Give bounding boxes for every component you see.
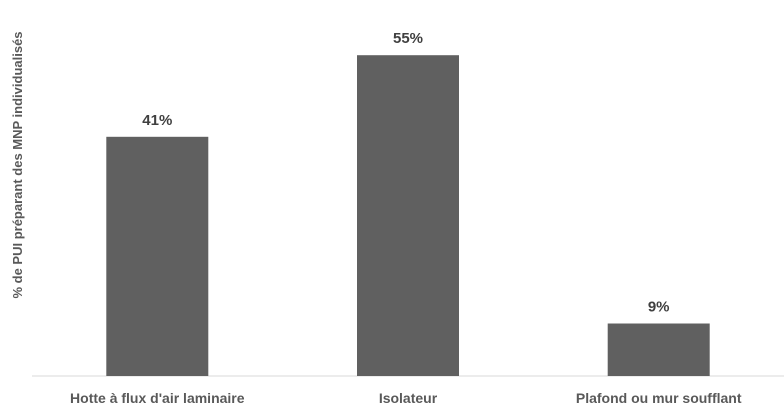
bars-group: [106, 55, 710, 376]
data-label-1: 41%: [142, 112, 172, 129]
data-label-2: 55%: [393, 30, 423, 47]
x-tick-label-3: Plafond ou mur soufflant: [576, 390, 742, 406]
data-labels-group: 41% 55% 9%: [142, 30, 669, 315]
bar-3: [607, 323, 710, 376]
x-tick-label-1: Hotte à flux d'air laminaire: [70, 390, 245, 406]
x-tick-labels-group: Hotte à flux d'air laminaire Isolateur Pla…: [70, 390, 742, 406]
data-label-3: 9%: [648, 299, 670, 316]
x-tick-label-2: Isolateur: [379, 390, 438, 406]
bar-1: [106, 136, 209, 376]
bar-2: [357, 55, 459, 376]
y-axis-title: % de PUI préparant des MNP individualisé…: [10, 31, 25, 298]
